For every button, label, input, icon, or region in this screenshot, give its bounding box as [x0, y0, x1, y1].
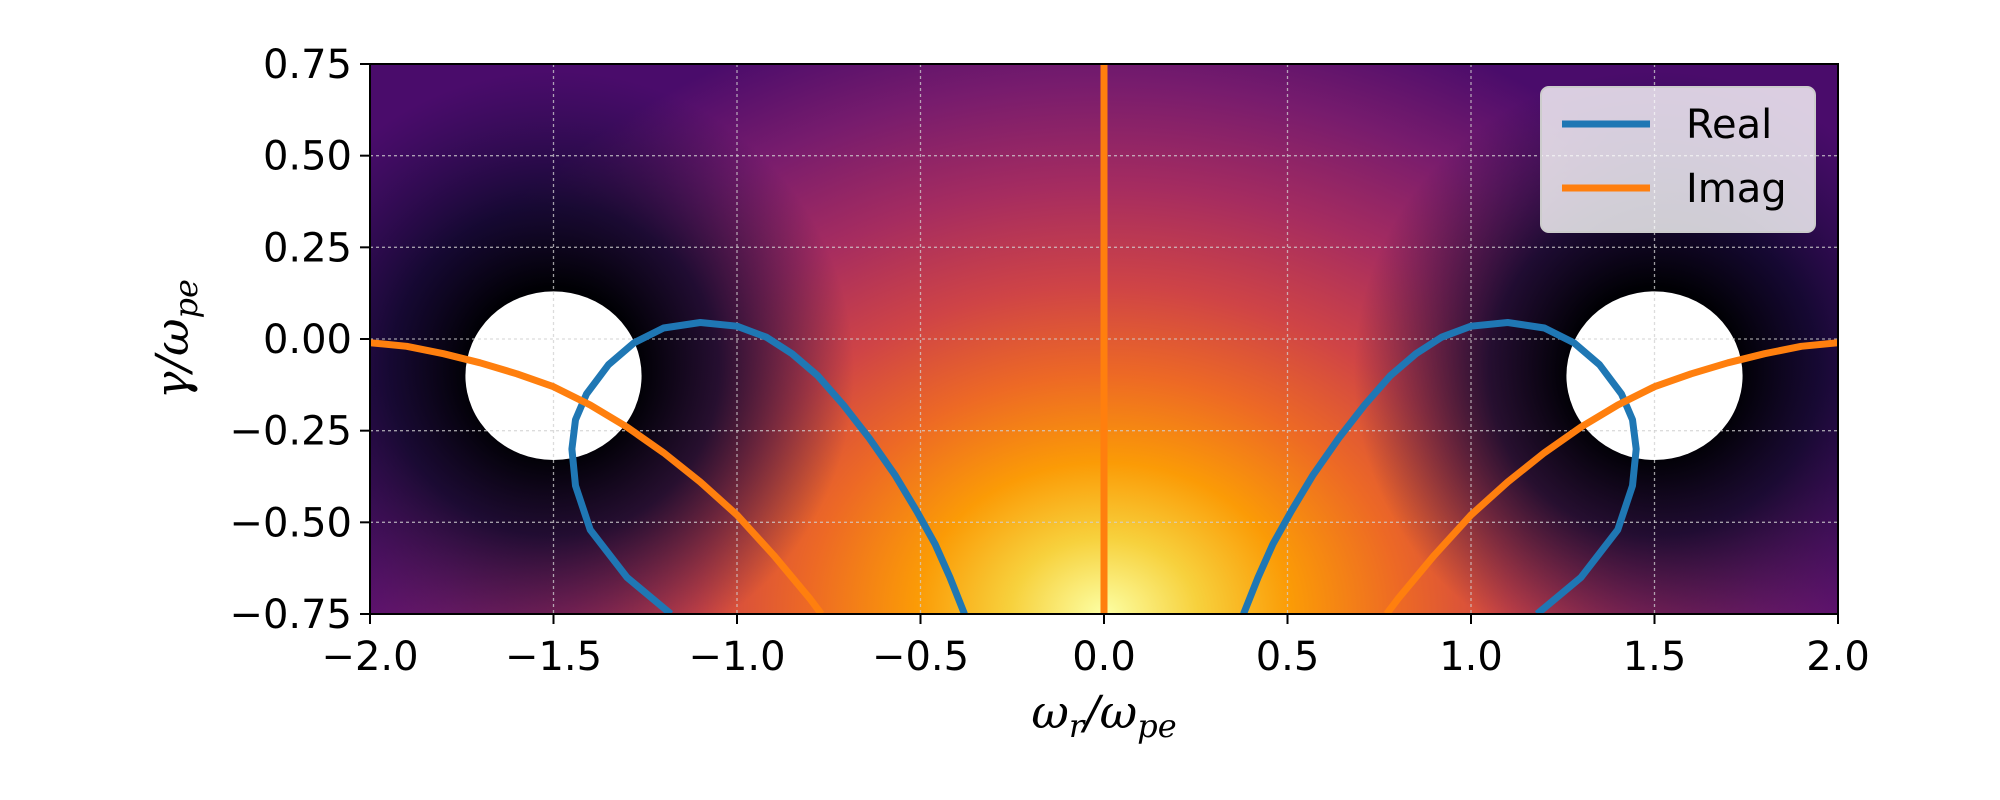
legend-label-imag: Imag [1686, 166, 1787, 212]
legend: Real Imag [1540, 86, 1816, 233]
y-tick-label: −0.75 [229, 592, 352, 638]
x-axis-ticks: −2.0 −1.5 −1.0 −0.5 0.0 0.5 1.0 1.5 2.0 [321, 614, 1870, 680]
x-tick-label: 0.5 [1256, 634, 1320, 680]
legend-label-real: Real [1686, 102, 1772, 148]
y-tick-label: 0.25 [263, 225, 352, 271]
y-tick-label: −0.25 [229, 409, 352, 455]
series-imag-branch-2 [1383, 339, 1838, 614]
x-axis-label: ωr/ωpe [1031, 685, 1176, 745]
series-layer [370, 64, 1838, 614]
series-imag-branch-1 [370, 339, 825, 614]
x-tick-label: 2.0 [1806, 634, 1870, 680]
x-tick-label: −2.0 [321, 634, 418, 680]
masked-region-2 [1566, 291, 1743, 460]
y-axis-ticks: 0.75 0.50 0.25 0.00 −0.25 −0.50 −0.75 [229, 42, 370, 638]
y-tick-label: −0.50 [229, 500, 352, 546]
y-tick-label: 0.75 [263, 42, 352, 88]
x-tick-label: 1.5 [1623, 634, 1687, 680]
masked-region-1 [465, 291, 642, 460]
x-tick-label: 1.0 [1439, 634, 1503, 680]
y-tick-label: 0.50 [263, 134, 352, 180]
x-tick-label: −1.5 [505, 634, 602, 680]
y-tick-label: 0.00 [263, 317, 352, 363]
x-tick-label: −1.0 [688, 634, 785, 680]
series-real-branch-2 [1240, 319, 1640, 614]
x-tick-label: 0.0 [1072, 634, 1136, 680]
x-tick-label: −0.5 [872, 634, 969, 680]
y-axis-label: γ/ωpe [145, 279, 205, 399]
series-real-branch-1 [568, 319, 968, 614]
masked-regions [465, 291, 1743, 460]
